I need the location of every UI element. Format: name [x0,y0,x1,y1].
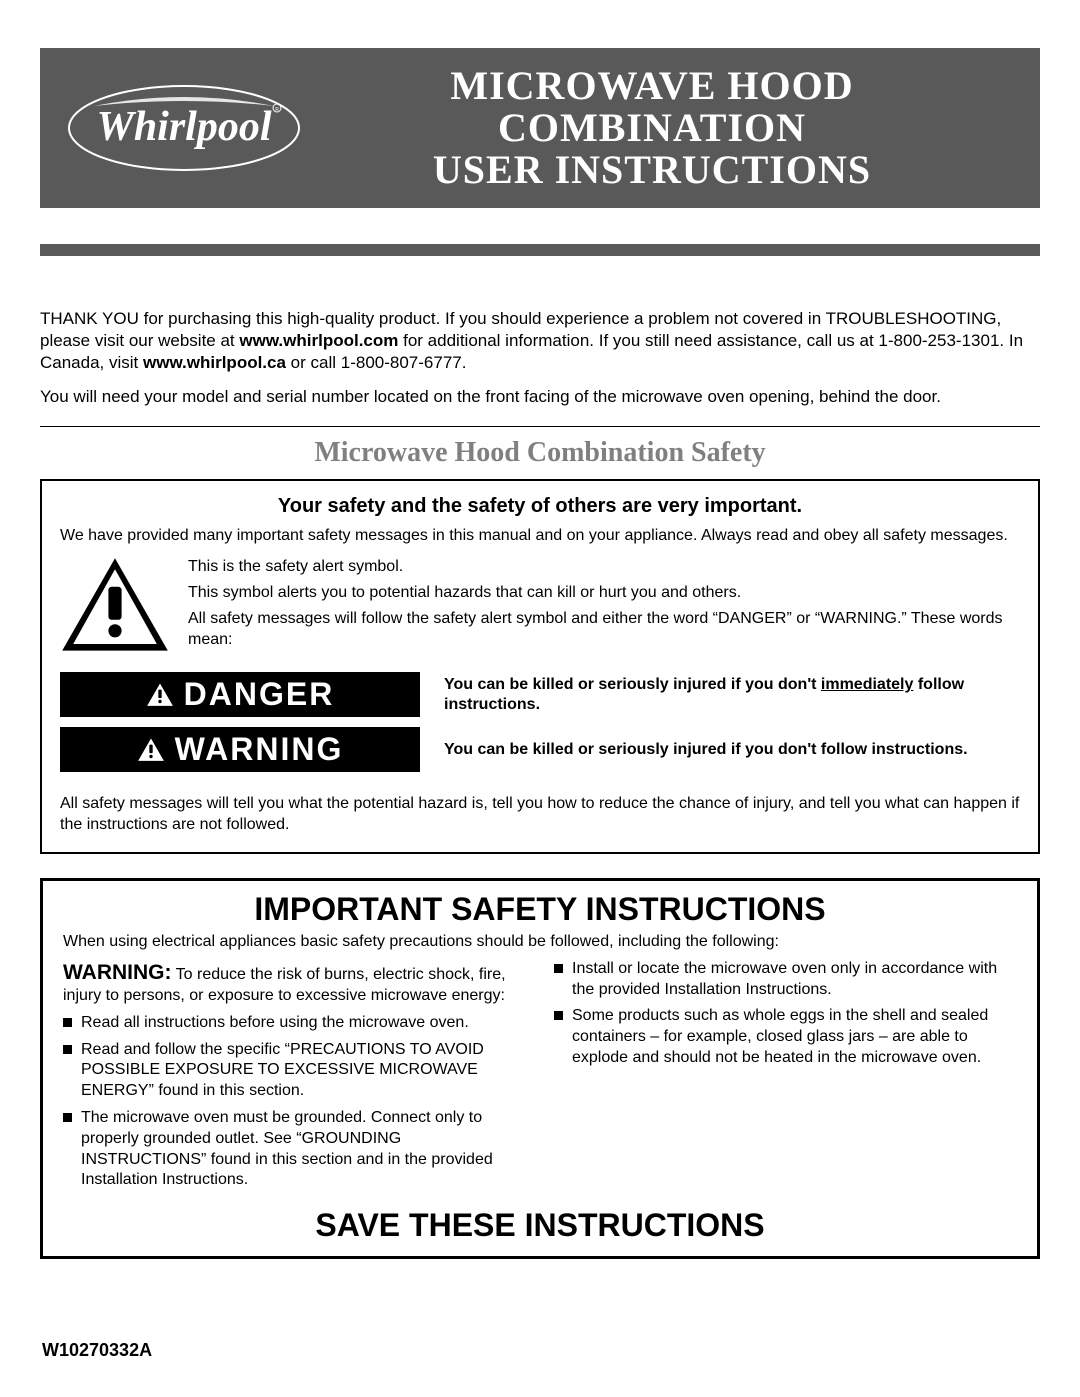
document-number: W10270332A [42,1340,152,1361]
danger-warning-table: DANGER You can be killed or seriously in… [60,672,1020,782]
safety-intro: We have provided many important safety m… [60,526,1020,546]
svg-text:R: R [275,107,279,113]
whirlpool-logo-icon: Whirlpool R [64,78,304,178]
left-list: Read all instructions before using the m… [63,1013,526,1191]
list-item: The microwave oven must be grounded. Con… [63,1108,526,1191]
list-item: Read all instructions before using the m… [63,1013,526,1034]
banner-top: Whirlpool R MICROWAVE HOOD COMBINATION U… [40,48,1040,208]
section-title: Microwave Hood Combination Safety [40,426,1040,469]
svg-text:Whirlpool: Whirlpool [96,104,271,150]
intro-site-ca: www.whirlpool.ca [143,353,286,372]
list-item: Some products such as whole eggs in the … [554,1006,1017,1068]
banner: Whirlpool R MICROWAVE HOOD COMBINATION U… [40,48,1040,288]
intro-post: or call 1-800-807-6777. [286,353,467,372]
list-item: Install or locate the microwave oven onl… [554,959,1017,1001]
list-item: Read and follow the specific “PRECAUTION… [63,1040,526,1102]
warning-text: You can be killed or seriously injured i… [444,740,1020,760]
page: Whirlpool R MICROWAVE HOOD COMBINATION U… [0,0,1080,1299]
banner-divider [40,244,1040,256]
safety-closing: All safety messages will tell you what t… [60,794,1020,836]
danger-label-text: DANGER [184,676,335,713]
banner-title: MICROWAVE HOOD COMBINATION USER INSTRUCT… [304,65,1040,191]
safety-box: Your safety and the safety of others are… [40,479,1040,854]
instructions-intro: When using electrical appliances basic s… [63,932,1017,953]
alert-triangle-small-icon [137,736,165,764]
instructions-box: IMPORTANT SAFETY INSTRUCTIONS When using… [40,878,1040,1259]
save-title: SAVE THESE INSTRUCTIONS [63,1207,1017,1244]
danger-row: DANGER You can be killed or seriously in… [60,672,1020,717]
instructions-warning-lead: WARNING: To reduce the risk of burns, el… [63,959,526,1007]
warning-row: WARNING You can be killed or seriously i… [60,727,1020,772]
alert-triangle-small-icon [146,681,174,709]
instructions-col-left: WARNING: To reduce the risk of burns, el… [63,959,526,1197]
danger-label: DANGER [60,672,420,717]
brand-logo: Whirlpool R [64,78,304,178]
instructions-columns: WARNING: To reduce the risk of burns, el… [63,959,1017,1197]
safety-heading: Your safety and the safety of others are… [60,495,1020,518]
symbol-line-1: This symbol alerts you to potential haza… [188,582,1020,604]
banner-title-line1: MICROWAVE HOOD COMBINATION [304,65,1000,149]
symbol-line-2: All safety messages will follow the safe… [188,608,1020,651]
right-list: Install or locate the microwave oven onl… [554,959,1017,1069]
intro-paragraph: THANK YOU for purchasing this high-quali… [40,308,1040,374]
instructions-title: IMPORTANT SAFETY INSTRUCTIONS [63,891,1017,928]
banner-title-line2: USER INSTRUCTIONS [304,149,1000,191]
danger-text: You can be killed or seriously injured i… [444,675,1020,715]
instructions-col-right: Install or locate the microwave oven onl… [554,959,1017,1197]
symbol-row: This is the safety alert symbol. This sy… [60,556,1020,660]
symbol-text: This is the safety alert symbol. This sy… [188,556,1020,654]
warning-label: WARNING [60,727,420,772]
intro-site-us: www.whirlpool.com [239,331,398,350]
alert-triangle-large-icon [60,556,170,660]
intro-line2: You will need your model and serial numb… [40,386,1040,408]
warning-label-text: WARNING [175,731,344,768]
symbol-line-0: This is the safety alert symbol. [188,556,1020,578]
banner-stripe [40,208,1040,244]
